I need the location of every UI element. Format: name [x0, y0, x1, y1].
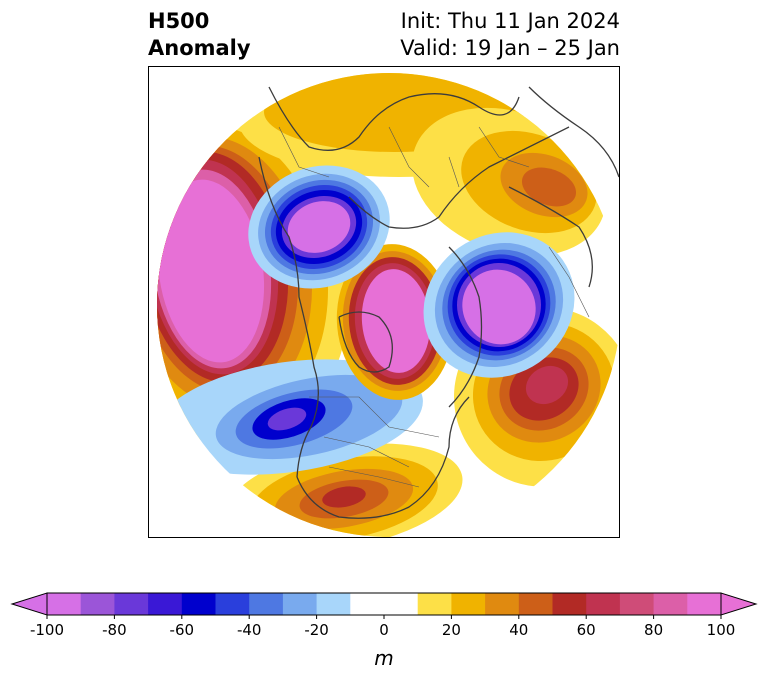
colorbar-bin	[653, 593, 688, 615]
borders	[278, 126, 590, 488]
colorbar-bin	[619, 593, 655, 615]
colorbar-bin	[586, 593, 621, 615]
colorbar-bin	[485, 593, 520, 615]
colorbar-tick-label: -60	[170, 621, 195, 639]
colorbar-bin	[518, 593, 553, 615]
valid-date-label: Valid: 19 Jan – 25 Jan	[400, 36, 620, 60]
colorbar-bin	[316, 593, 351, 615]
colorbar-bin	[215, 593, 250, 615]
trough-siberia	[248, 165, 390, 289]
colorbar-tick-label: 0	[379, 621, 389, 639]
colorbar-bin	[181, 593, 216, 615]
map-dates: Init: Thu 11 Jan 2024 Valid: 19 Jan – 25…	[400, 8, 620, 62]
coastlines	[258, 86, 619, 519]
colorbar-bin	[687, 593, 722, 615]
map-title: H500 Anomaly	[148, 8, 251, 62]
colorbar-bin	[249, 593, 284, 615]
colorbar-extend-max	[720, 592, 758, 616]
colorbar-tick-label: -40	[237, 621, 262, 639]
colorbar-tick-label: 60	[577, 621, 596, 639]
colorbar: -100 -80 -60 -40 -20 0 20 40 60 80 100	[10, 592, 758, 639]
colorbar-tick-label: -80	[102, 621, 127, 639]
anomaly-fields	[157, 73, 619, 537]
units-label: m	[374, 646, 394, 670]
colorbar-tick-label: -20	[304, 621, 329, 639]
colorbar-bin	[80, 593, 115, 615]
colorbar-bin	[417, 593, 452, 615]
anomaly-map	[148, 66, 620, 538]
init-date-label: Init: Thu 11 Jan 2024	[400, 9, 620, 33]
colorbar-bin	[114, 593, 149, 615]
trough-south-pacific	[157, 359, 423, 475]
colorbar-bin	[552, 593, 587, 615]
colorbar-tick-label: 80	[644, 621, 663, 639]
anomaly-map-canvas	[157, 73, 619, 537]
colorbar-bin	[47, 593, 82, 615]
colorbar-tick-label: 20	[442, 621, 461, 639]
colorbar-extend-min	[10, 592, 48, 616]
colorbar-bin	[148, 593, 183, 615]
title-line-1: H500	[148, 9, 210, 33]
colorbar-tick-label: 100	[707, 621, 736, 639]
colorbar-bin	[350, 593, 419, 615]
ridge-central-pole	[336, 244, 454, 400]
colorbar-tick-label: 40	[509, 621, 528, 639]
colorbar-bin	[282, 593, 318, 615]
colorbar-bin	[451, 593, 486, 615]
colorbar-tick-label: -100	[30, 621, 64, 639]
title-line-2: Anomaly	[148, 36, 251, 60]
trough-east	[423, 232, 575, 378]
